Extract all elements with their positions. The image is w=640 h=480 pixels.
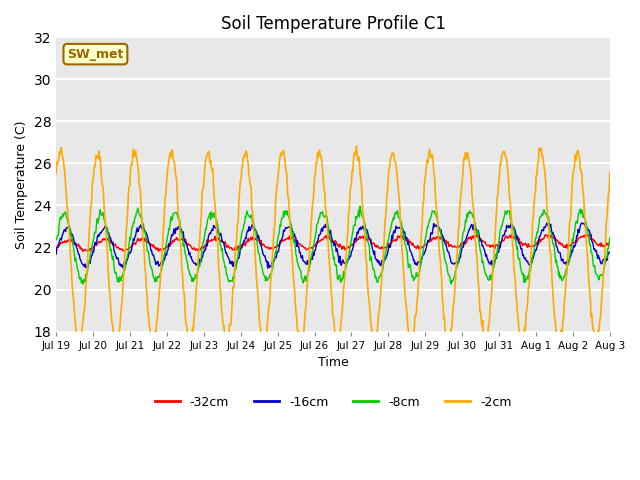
-16cm xyxy=(220,240,227,246)
-16cm xyxy=(422,246,429,252)
-32cm xyxy=(397,231,405,237)
-8cm xyxy=(447,281,455,287)
Y-axis label: Soil Temperature (C): Soil Temperature (C) xyxy=(15,120,28,249)
-2cm xyxy=(353,144,360,149)
-8cm xyxy=(219,254,227,260)
-32cm xyxy=(422,242,430,248)
-2cm xyxy=(268,272,275,278)
Title: Soil Temperature Profile C1: Soil Temperature Profile C1 xyxy=(221,15,445,33)
Line: -2cm: -2cm xyxy=(56,146,610,348)
-2cm xyxy=(422,163,430,168)
-2cm xyxy=(370,346,378,351)
-32cm xyxy=(84,249,92,255)
Text: SW_met: SW_met xyxy=(67,48,124,60)
-2cm xyxy=(606,170,614,176)
-8cm xyxy=(422,234,429,240)
-16cm xyxy=(247,224,255,230)
-32cm xyxy=(606,239,614,244)
-8cm xyxy=(117,278,125,284)
-8cm xyxy=(52,237,60,242)
-2cm xyxy=(392,159,399,165)
-32cm xyxy=(391,237,399,243)
-32cm xyxy=(220,240,227,245)
-16cm xyxy=(578,220,586,226)
-32cm xyxy=(247,234,255,240)
-32cm xyxy=(268,245,276,251)
-16cm xyxy=(117,264,125,269)
Legend: -32cm, -16cm, -8cm, -2cm: -32cm, -16cm, -8cm, -2cm xyxy=(150,391,516,414)
X-axis label: Time: Time xyxy=(317,356,348,369)
-16cm xyxy=(391,230,399,236)
-2cm xyxy=(52,170,60,176)
-8cm xyxy=(246,215,254,220)
-2cm xyxy=(219,320,227,325)
-32cm xyxy=(52,244,60,250)
-32cm xyxy=(118,246,125,252)
-8cm xyxy=(268,271,275,276)
-8cm xyxy=(391,210,399,216)
-2cm xyxy=(117,306,125,312)
-16cm xyxy=(120,265,127,271)
-2cm xyxy=(246,183,254,189)
-8cm xyxy=(606,235,614,240)
Line: -16cm: -16cm xyxy=(56,223,610,268)
-16cm xyxy=(52,251,60,257)
Line: -32cm: -32cm xyxy=(56,234,610,252)
Line: -8cm: -8cm xyxy=(56,206,610,284)
-8cm xyxy=(356,203,364,209)
-16cm xyxy=(606,249,614,255)
-16cm xyxy=(268,259,276,265)
